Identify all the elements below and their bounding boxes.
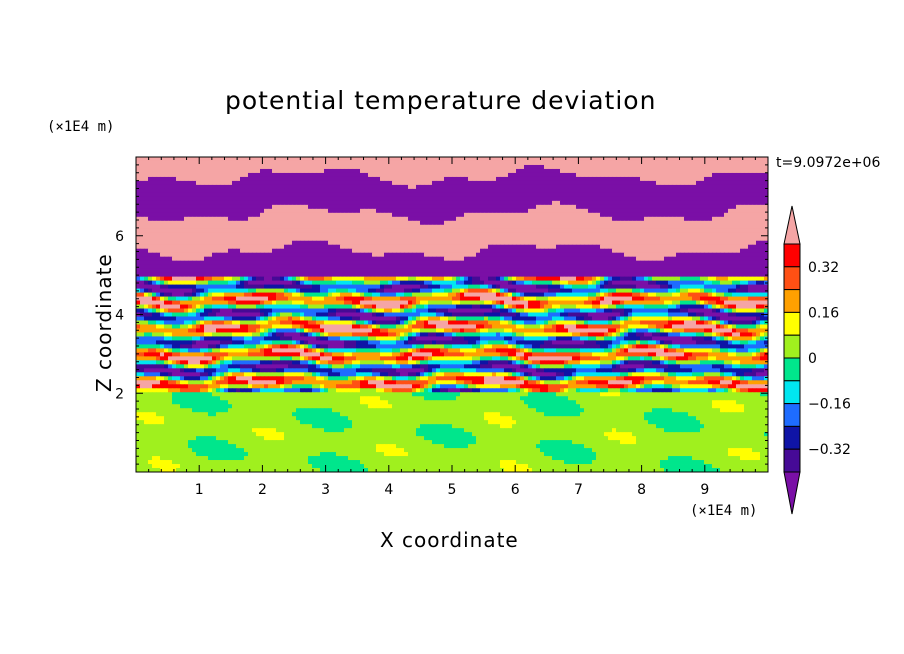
x-tick-label-4: 4: [384, 482, 393, 498]
colorbar-box: [783, 403, 801, 427]
x-tick-label-2: 2: [258, 482, 267, 498]
colorbar-box: [783, 266, 801, 291]
colorbar-box: [783, 311, 801, 336]
colorbar-extend-top: [783, 205, 801, 245]
colorbar-box: [783, 289, 801, 313]
chart-title: potential temperature deviation: [225, 86, 657, 115]
colorbar-box: [783, 448, 801, 473]
colorbar-label: 0: [808, 351, 817, 367]
colorbar-label: 0.16: [808, 305, 839, 321]
x-tick-label-6: 6: [511, 482, 520, 498]
colorbar-box: [783, 425, 801, 450]
x-axis-unit: (×1E4 m): [690, 503, 758, 519]
y-axis-unit: (×1E4 m): [47, 119, 115, 135]
x-tick-label-9: 9: [700, 482, 709, 498]
x-tick-label-8: 8: [637, 482, 646, 498]
contour-field: [136, 157, 769, 473]
colorbar-label: −0.32: [808, 442, 851, 458]
y-tick-label-4: 4: [115, 308, 124, 324]
timestamp-label: t=9.0972e+06: [776, 155, 881, 171]
colorbar-box: [783, 334, 801, 359]
x-tick-label-3: 3: [321, 482, 330, 498]
y-tick-label-6: 6: [115, 229, 124, 245]
colorbar-label: 0.32: [808, 260, 839, 276]
y-tick-label-2: 2: [115, 386, 124, 402]
colorbar-box: [783, 357, 801, 382]
colorbar-box: [783, 380, 801, 405]
colorbar-box: [783, 243, 801, 268]
x-tick-label-1: 1: [195, 482, 204, 498]
x-tick-label-7: 7: [574, 482, 583, 498]
x-axis-label: X coordinate: [380, 528, 519, 552]
colorbar-extend-bottom: [783, 471, 801, 515]
colorbar-label: −0.16: [808, 397, 851, 413]
x-tick-label-5: 5: [448, 482, 457, 498]
